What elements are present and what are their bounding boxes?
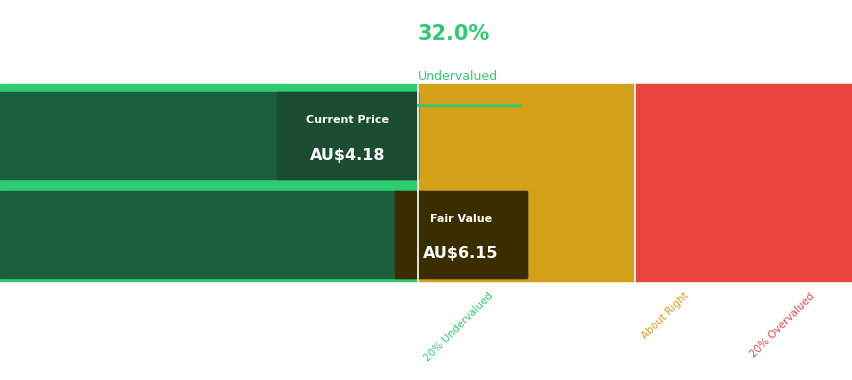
Bar <box>417 84 635 281</box>
Bar <box>635 84 852 281</box>
Text: AU$6.15: AU$6.15 <box>423 246 498 261</box>
Text: 20% Overvalued: 20% Overvalued <box>748 291 815 359</box>
Text: 32.0%: 32.0% <box>417 24 490 44</box>
Text: AU$4.18: AU$4.18 <box>309 147 385 163</box>
Text: Undervalued: Undervalued <box>417 70 498 82</box>
Bar <box>0 92 417 179</box>
Bar <box>394 191 527 278</box>
Bar <box>0 191 527 278</box>
Bar <box>0 84 417 281</box>
Text: Current Price: Current Price <box>306 115 389 125</box>
Text: About Right: About Right <box>639 291 689 341</box>
Text: 20% Undervalued: 20% Undervalued <box>422 291 494 363</box>
Bar <box>277 92 417 179</box>
Text: Fair Value: Fair Value <box>429 214 492 224</box>
